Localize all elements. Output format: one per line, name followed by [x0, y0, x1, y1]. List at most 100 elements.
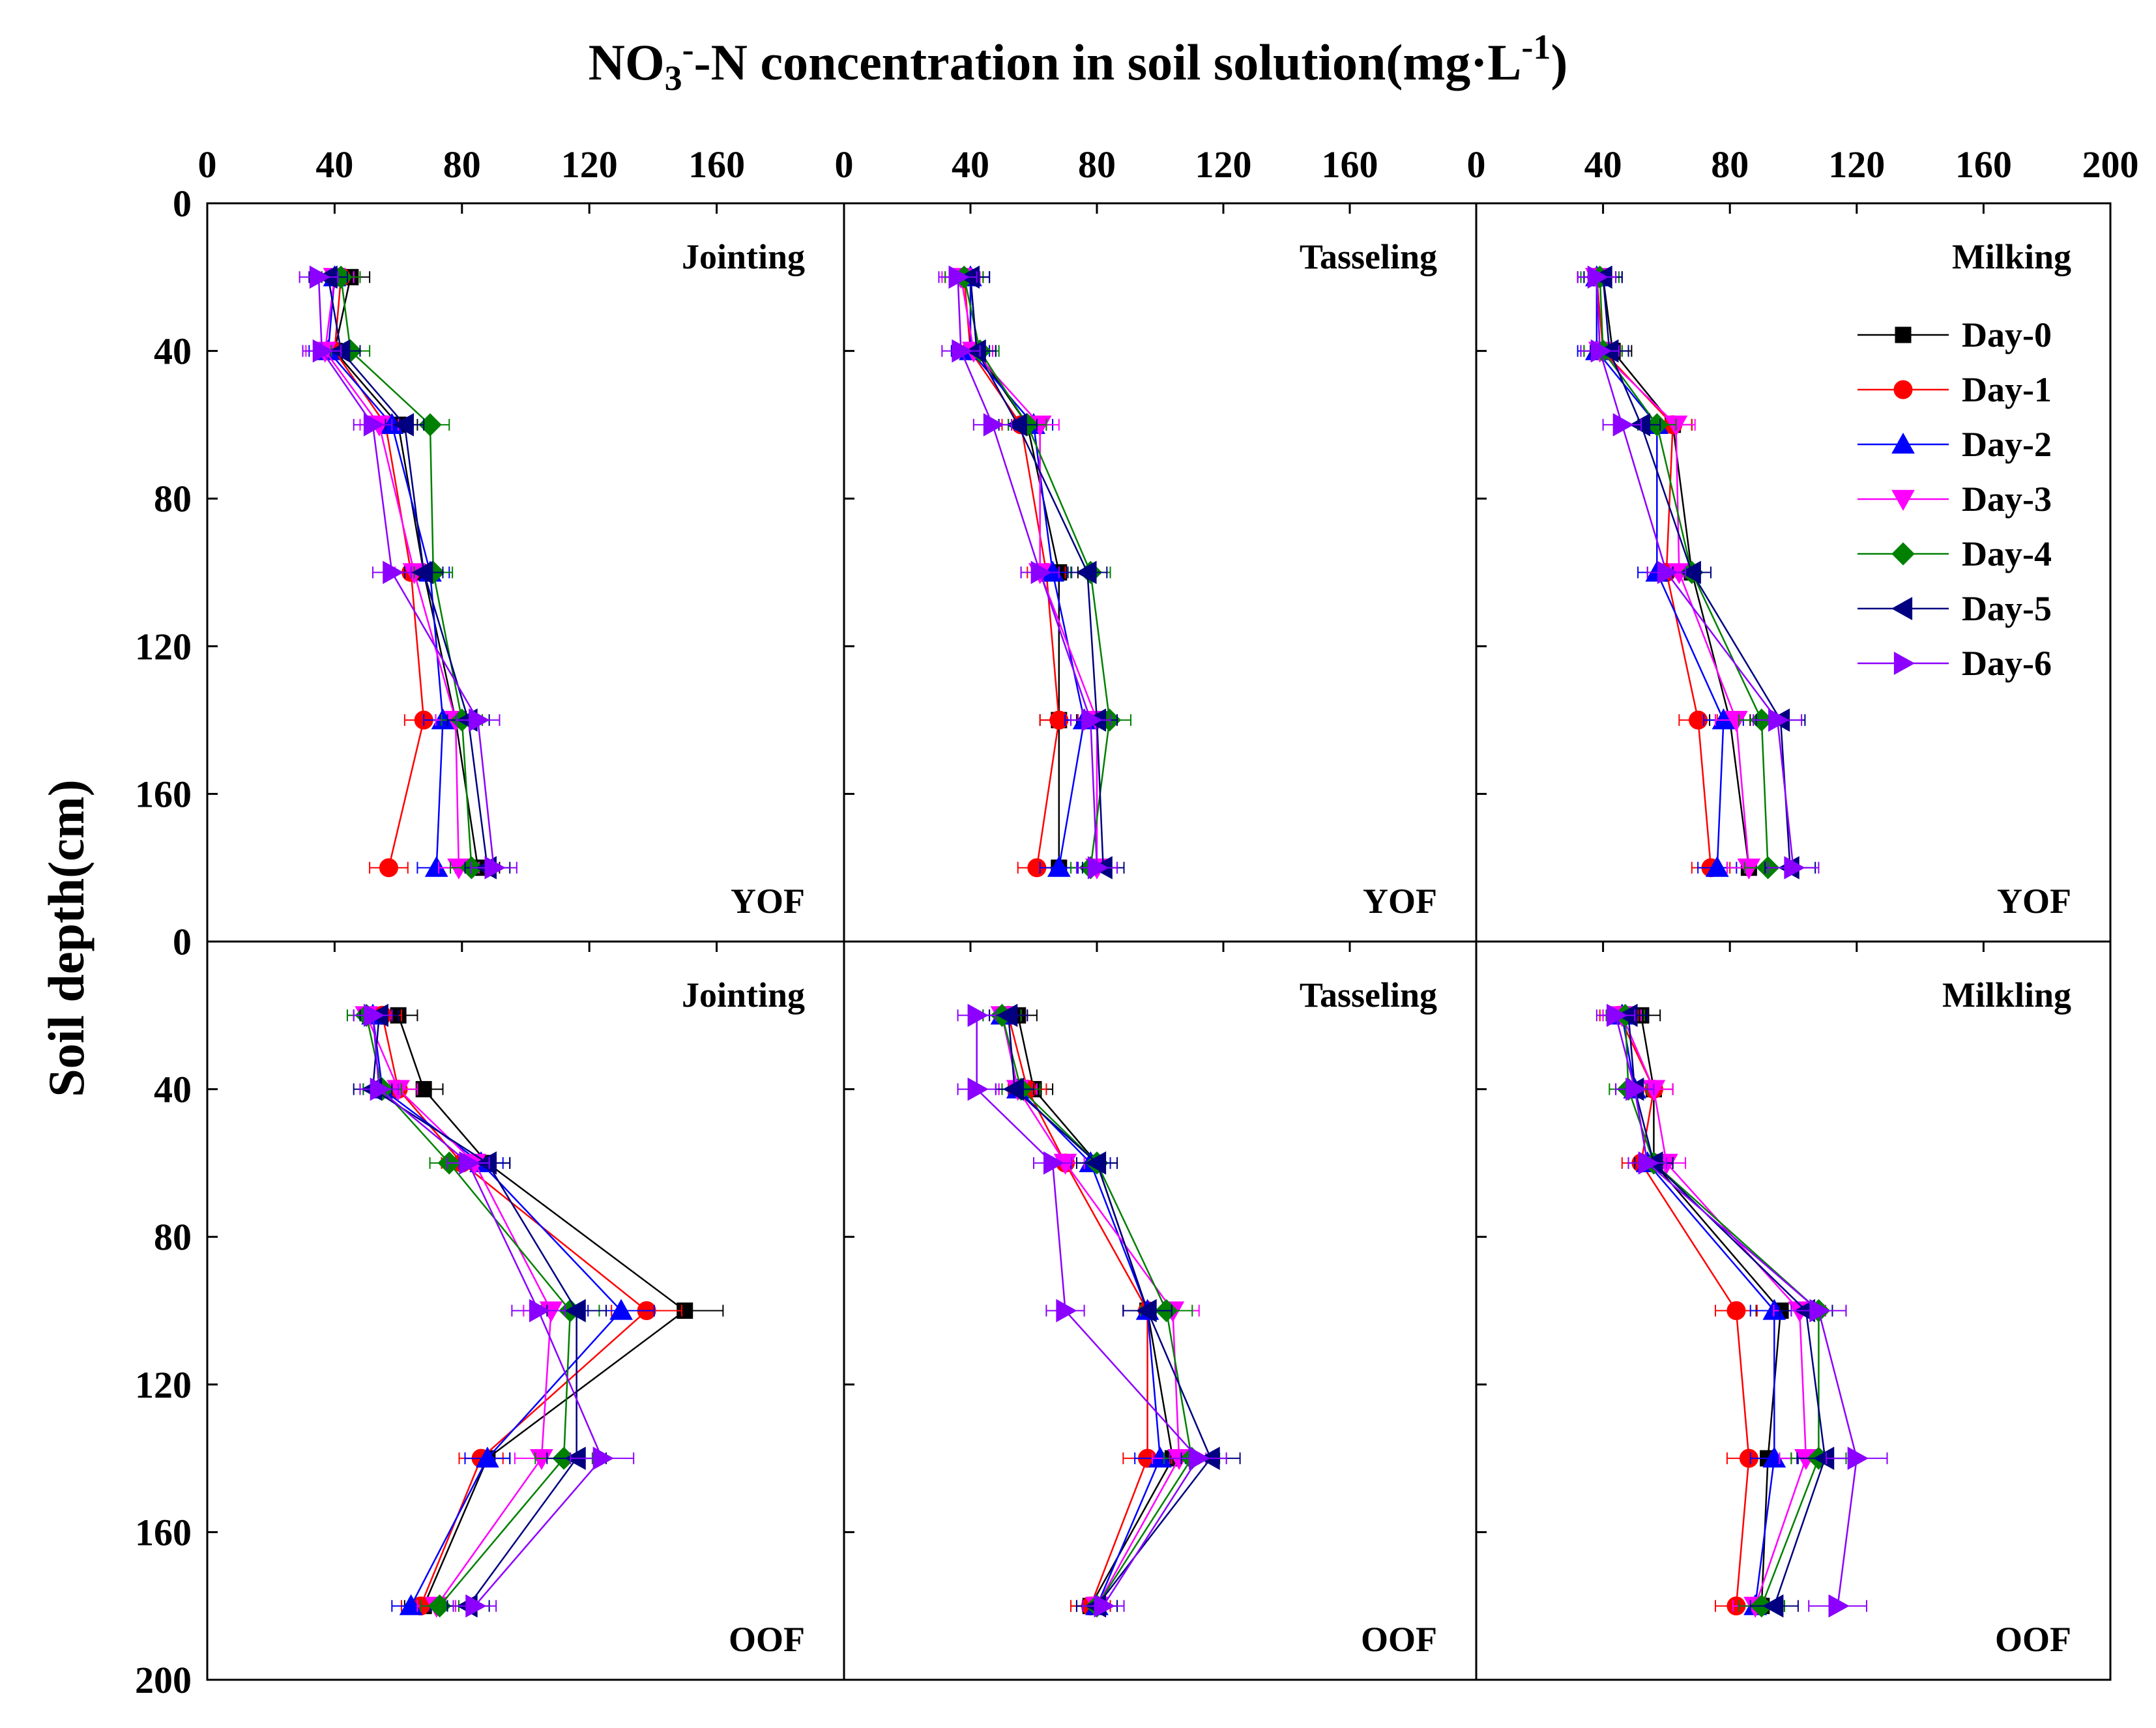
- data-point: [309, 265, 331, 289]
- site-label: YOF: [1997, 882, 2071, 921]
- legend-label: Day-2: [1962, 425, 2052, 464]
- data-point: [1081, 708, 1103, 732]
- data-point: [1087, 856, 1109, 880]
- legend-item: Day-2: [1857, 425, 2052, 464]
- series-line: [340, 277, 473, 868]
- series-line: [960, 277, 1098, 868]
- data-point: [412, 560, 433, 584]
- data-point: [1043, 1151, 1065, 1175]
- data-point: [379, 858, 398, 878]
- y-tick-label: 40: [154, 1069, 192, 1111]
- data-point: [399, 1594, 423, 1615]
- legend-marker: [1893, 652, 1916, 675]
- data-point: [363, 1003, 385, 1028]
- series-day-6: [299, 265, 517, 880]
- data-point: [529, 1299, 551, 1323]
- legend-marker: [1891, 489, 1915, 511]
- legend-label: Day-1: [1962, 370, 2052, 409]
- y-tick-label: 0: [173, 921, 192, 963]
- series-line: [1621, 1015, 1775, 1606]
- data-point: [476, 1447, 499, 1468]
- data-point: [1002, 1077, 1024, 1101]
- data-point: [1768, 708, 1790, 732]
- stage-label: Jointing: [682, 975, 805, 1015]
- data-point: [1148, 1447, 1172, 1468]
- y-tick-label: 0: [173, 182, 192, 225]
- panel-tasseling-oof: Tasseling OOF: [843, 940, 1478, 1681]
- series-line: [957, 277, 1098, 868]
- data-point: [415, 1081, 432, 1098]
- y-tick-label: 200: [135, 1659, 192, 1701]
- data-point: [459, 1151, 480, 1175]
- series-line: [327, 277, 489, 868]
- series-line: [969, 277, 1104, 868]
- data-point: [1725, 711, 1748, 732]
- legend-item: Day-5: [1857, 589, 2052, 628]
- data-point: [465, 1594, 487, 1618]
- x-tick-label: 80: [443, 143, 481, 186]
- data-point: [530, 1449, 553, 1471]
- data-point: [609, 1299, 633, 1320]
- data-point: [1606, 1003, 1628, 1028]
- x-title-part: NO: [589, 34, 665, 91]
- legend-label: Day-5: [1962, 589, 2052, 628]
- data-point: [484, 856, 506, 880]
- data-point: [1612, 413, 1634, 437]
- data-point: [469, 708, 490, 732]
- series-line: [969, 277, 1085, 868]
- data-point: [1737, 858, 1761, 880]
- legend-marker: [1895, 326, 1912, 343]
- legend-marker: [1891, 542, 1915, 566]
- data-point: [1784, 856, 1805, 880]
- data-point: [1847, 1447, 1869, 1470]
- series-line: [371, 1015, 604, 1607]
- x-title-sup: -1: [1521, 27, 1551, 66]
- panel-frame: [843, 202, 1478, 943]
- legend-item: Day-6: [1857, 644, 2052, 683]
- data-point: [1726, 1301, 1746, 1320]
- data-point: [431, 708, 455, 730]
- data-point: [564, 1299, 586, 1323]
- data-point: [592, 1447, 614, 1470]
- data-point: [1135, 1299, 1157, 1323]
- data-point: [418, 413, 442, 437]
- panel-jointing-oof: 0 40 80 120 160 200 Jointing OOF: [135, 921, 845, 1701]
- stage-label: Tasseling: [1300, 975, 1437, 1015]
- data-point: [1075, 560, 1097, 584]
- x-tick-label: 40: [315, 143, 353, 186]
- legend-item: Day-4: [1857, 534, 2052, 573]
- y-tick-label: 80: [154, 1216, 192, 1258]
- data-point: [1590, 339, 1612, 363]
- x-title-sup: -: [682, 30, 694, 69]
- series-line: [963, 277, 1111, 868]
- panel-frame: [1475, 940, 2112, 1681]
- data-point: [363, 413, 385, 437]
- data-point: [1657, 560, 1678, 584]
- x-tick-label: 0: [198, 143, 217, 186]
- panel-frame: [206, 202, 845, 943]
- y-tick-label: 40: [154, 330, 192, 373]
- site-label: OOF: [1995, 1620, 2071, 1659]
- series-line: [963, 277, 1060, 868]
- data-point: [1828, 1594, 1850, 1618]
- data-point: [1085, 1151, 1107, 1175]
- y-tick-label: 160: [135, 773, 192, 815]
- x-title-part: ): [1551, 34, 1567, 91]
- series-line: [366, 1015, 572, 1607]
- series-line: [397, 1015, 686, 1607]
- data-point: [967, 1003, 989, 1028]
- x-tick-label: 0: [835, 143, 854, 186]
- data-point: [1587, 265, 1609, 289]
- series-line: [371, 1015, 577, 1607]
- x-tick-label: 200: [2082, 143, 2139, 186]
- series-line: [381, 1015, 648, 1607]
- data-point: [383, 560, 404, 584]
- x-tick-label: 80: [1711, 143, 1749, 186]
- data-point: [1762, 1594, 1784, 1618]
- x-tick-label: 120: [1828, 143, 1885, 186]
- series-day-6: [1577, 265, 1820, 880]
- x-tick-label: 40: [1584, 143, 1622, 186]
- legend-label: Day-6: [1962, 644, 2052, 683]
- series-day-6: [353, 1003, 635, 1618]
